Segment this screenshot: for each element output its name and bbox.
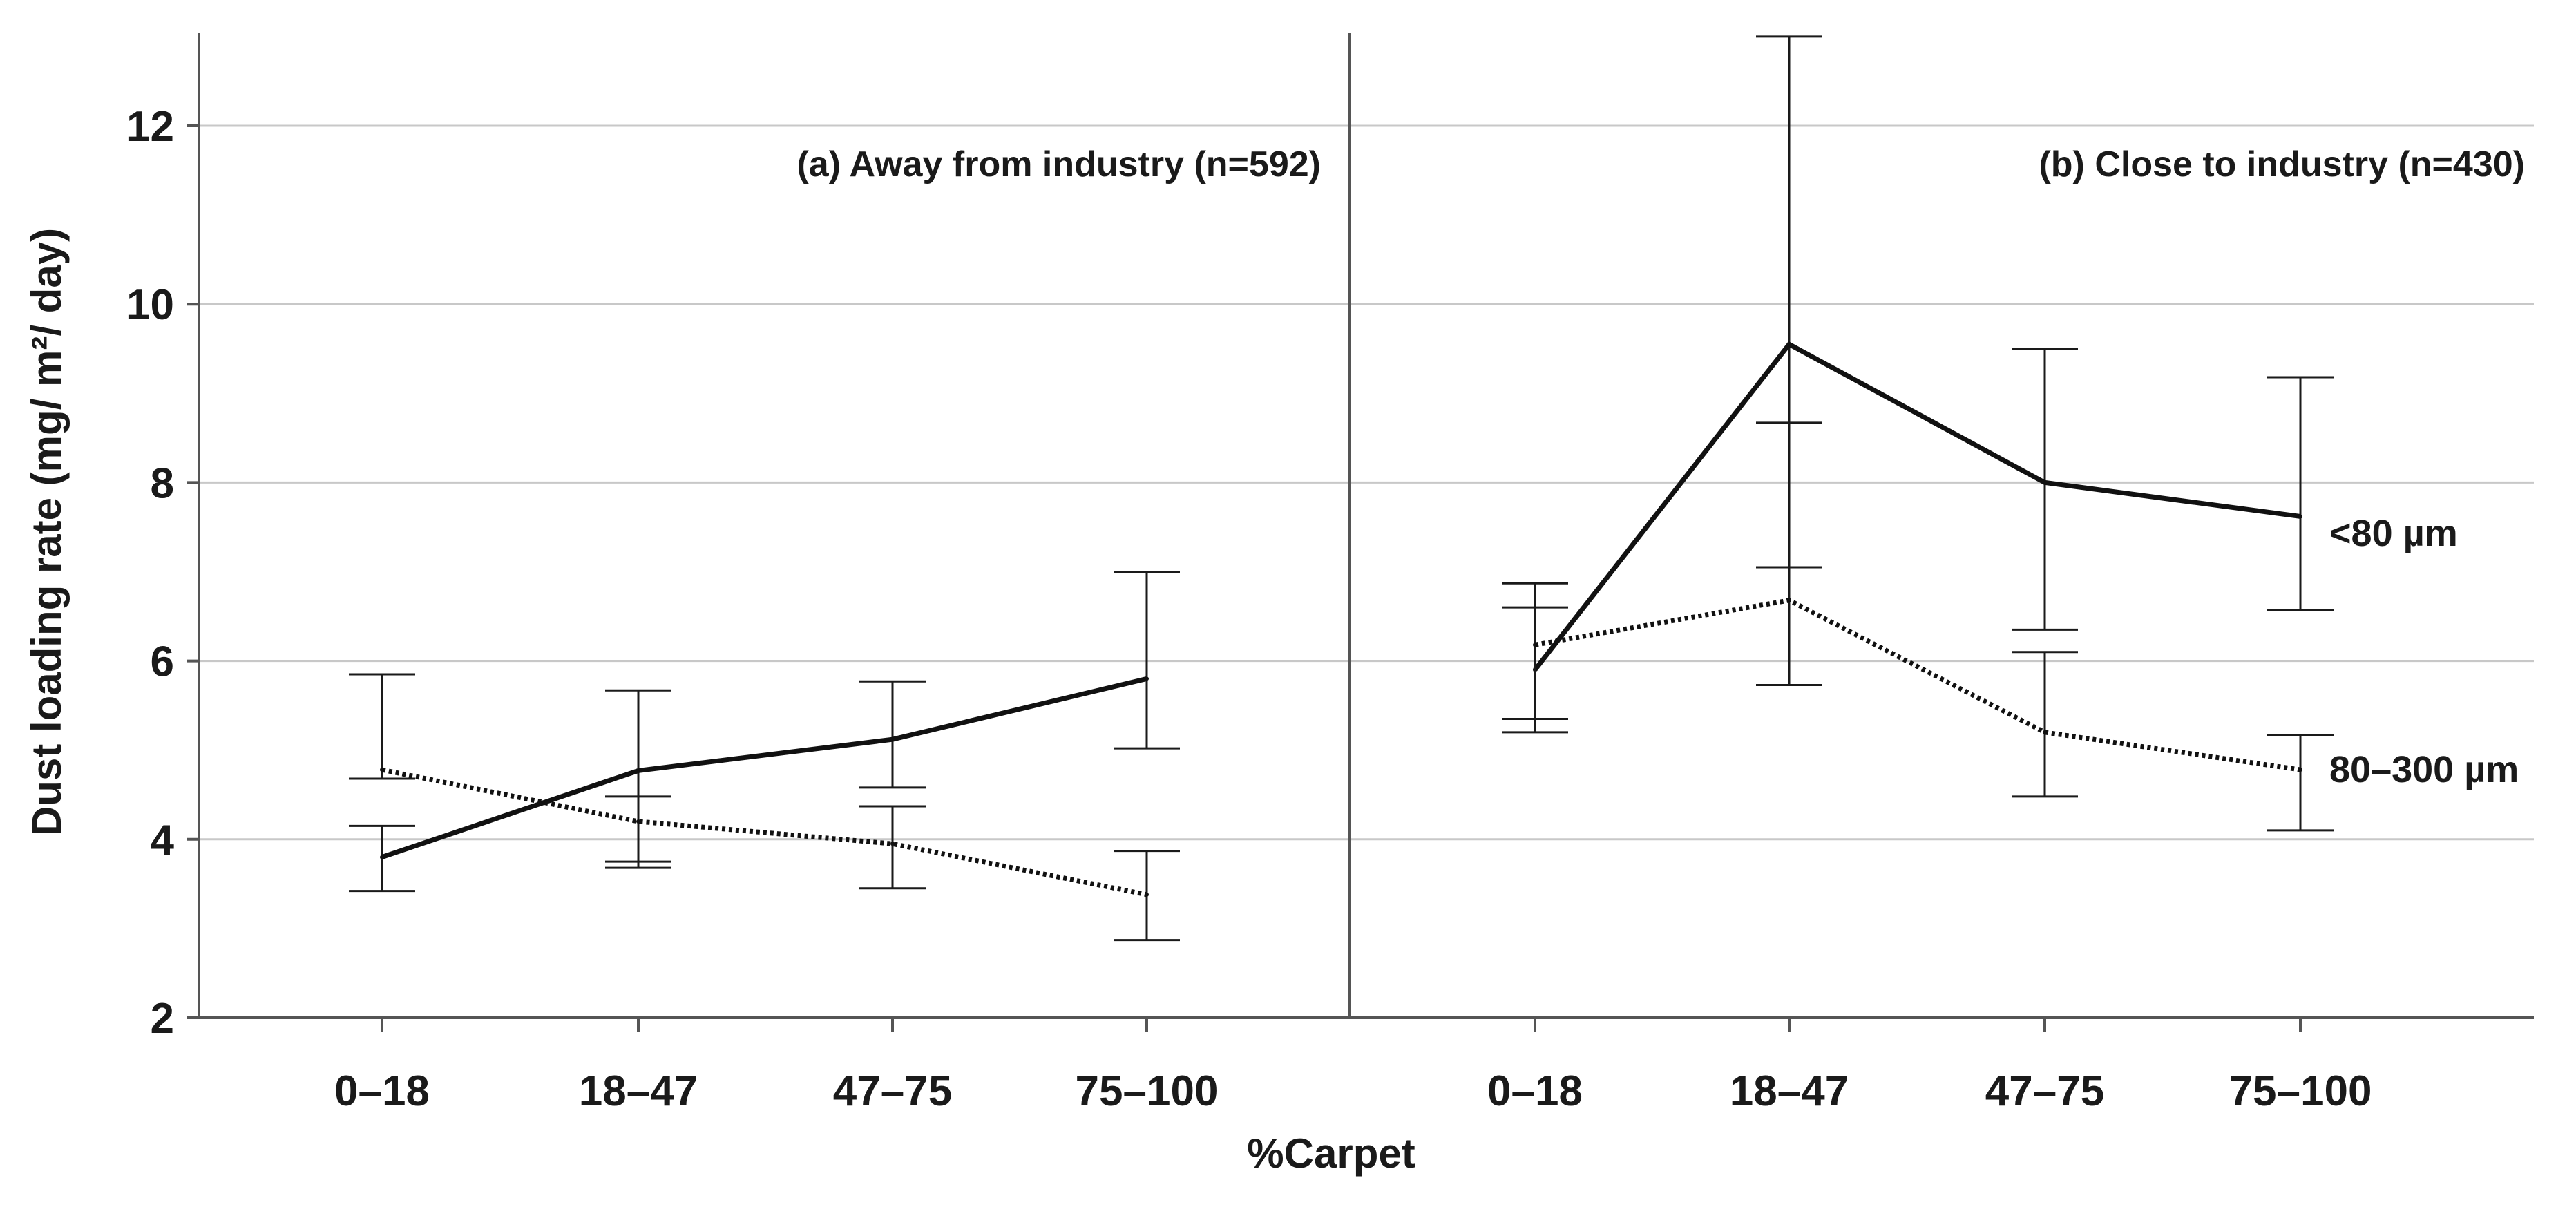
data-point-panel-2-coarse-2 bbox=[1787, 598, 1791, 602]
x-tick-label-panel-1-4: 75–100 bbox=[1076, 1067, 1219, 1115]
errorbar-panel-1-fine-3 bbox=[859, 680, 926, 789]
data-point-panel-2-coarse-4 bbox=[2298, 768, 2302, 772]
data-point-panel-1-fine-3 bbox=[890, 737, 895, 742]
y-tick-label-8: 8 bbox=[151, 459, 174, 507]
data-point-panel-1-coarse-3 bbox=[890, 842, 895, 846]
data-point-panel-2-coarse-1 bbox=[1533, 643, 1537, 647]
data-point-panel-2-coarse-3 bbox=[2043, 730, 2047, 734]
data-point-panel-2-fine-2 bbox=[1787, 342, 1791, 347]
x-tick-label-panel-2-4: 75–100 bbox=[2229, 1067, 2372, 1115]
x-tick-label-panel-1-3: 47–75 bbox=[833, 1067, 952, 1115]
errorbar-panel-1-coarse-2 bbox=[605, 795, 671, 869]
x-tick-label-panel-2-1: 0–18 bbox=[1487, 1067, 1583, 1115]
y-tick-label-12: 12 bbox=[126, 103, 174, 151]
text-layer: (a) Away from industry (n=592) (b) Close… bbox=[23, 103, 2525, 1177]
errorbar-panel-2-coarse-3 bbox=[2012, 651, 2078, 798]
y-tick-label-10: 10 bbox=[126, 281, 174, 329]
data-point-panel-1-coarse-1 bbox=[380, 768, 384, 772]
y-tick-label-2: 2 bbox=[151, 995, 174, 1043]
data-point-panel-2-fine-3 bbox=[2043, 480, 2047, 485]
data-point-panel-1-fine-1 bbox=[380, 855, 384, 859]
series-line-panel-2-coarse bbox=[1534, 598, 2301, 772]
y-tick-label-4: 4 bbox=[151, 817, 175, 864]
panel-b-title: (b) Close to industry (n=430) bbox=[2039, 144, 2525, 184]
data-point-panel-2-fine-4 bbox=[2298, 514, 2302, 519]
label-large-particles: 80–300 µm bbox=[2329, 749, 2519, 790]
x-tick-label-panel-1-1: 0–18 bbox=[334, 1067, 430, 1115]
x-tick-label-panel-2-3: 47–75 bbox=[1985, 1067, 2104, 1115]
errorbar-panel-2-coarse-4 bbox=[2267, 734, 2334, 832]
errorbar-panel-2-coarse-1 bbox=[1502, 582, 1568, 721]
series-line-panel-2-fine bbox=[1533, 341, 2301, 672]
series-line-panel-1-coarse bbox=[381, 767, 1147, 897]
errorbar-panel-1-coarse-1 bbox=[349, 673, 415, 780]
x-axis-label: %Carpet bbox=[1247, 1130, 1415, 1177]
grid-layer bbox=[199, 124, 2534, 841]
x-tick-label-panel-1-2: 18–47 bbox=[579, 1067, 698, 1115]
series-line-panel-1-fine bbox=[381, 676, 1147, 859]
x-tick-label-panel-2-2: 18–47 bbox=[1730, 1067, 1849, 1115]
label-small-particles: <80 µm bbox=[2329, 513, 2458, 554]
data-point-panel-1-fine-4 bbox=[1145, 676, 1149, 681]
errorbar-panel-2-coarse-2 bbox=[1756, 421, 1822, 686]
data-point-panel-1-coarse-4 bbox=[1145, 892, 1149, 897]
errorbar-panel-1-coarse-3 bbox=[859, 805, 926, 890]
y-axis-label: Dust loading rate (mg/ m²/ day) bbox=[23, 228, 70, 836]
errorbar-panel-1-fine-4 bbox=[1114, 571, 1180, 750]
errorbar-panel-2-fine-4 bbox=[2267, 376, 2334, 611]
errorbar-panel-2-fine-3 bbox=[2012, 348, 2078, 631]
data-point-panel-1-coarse-2 bbox=[636, 819, 640, 824]
y-tick-label-6: 6 bbox=[151, 638, 174, 686]
series-layer bbox=[349, 35, 2334, 942]
data-point-panel-1-fine-2 bbox=[636, 768, 640, 773]
panel-a-title: (a) Away from industry (n=592) bbox=[796, 144, 1321, 184]
axes-layer bbox=[187, 33, 2534, 1032]
